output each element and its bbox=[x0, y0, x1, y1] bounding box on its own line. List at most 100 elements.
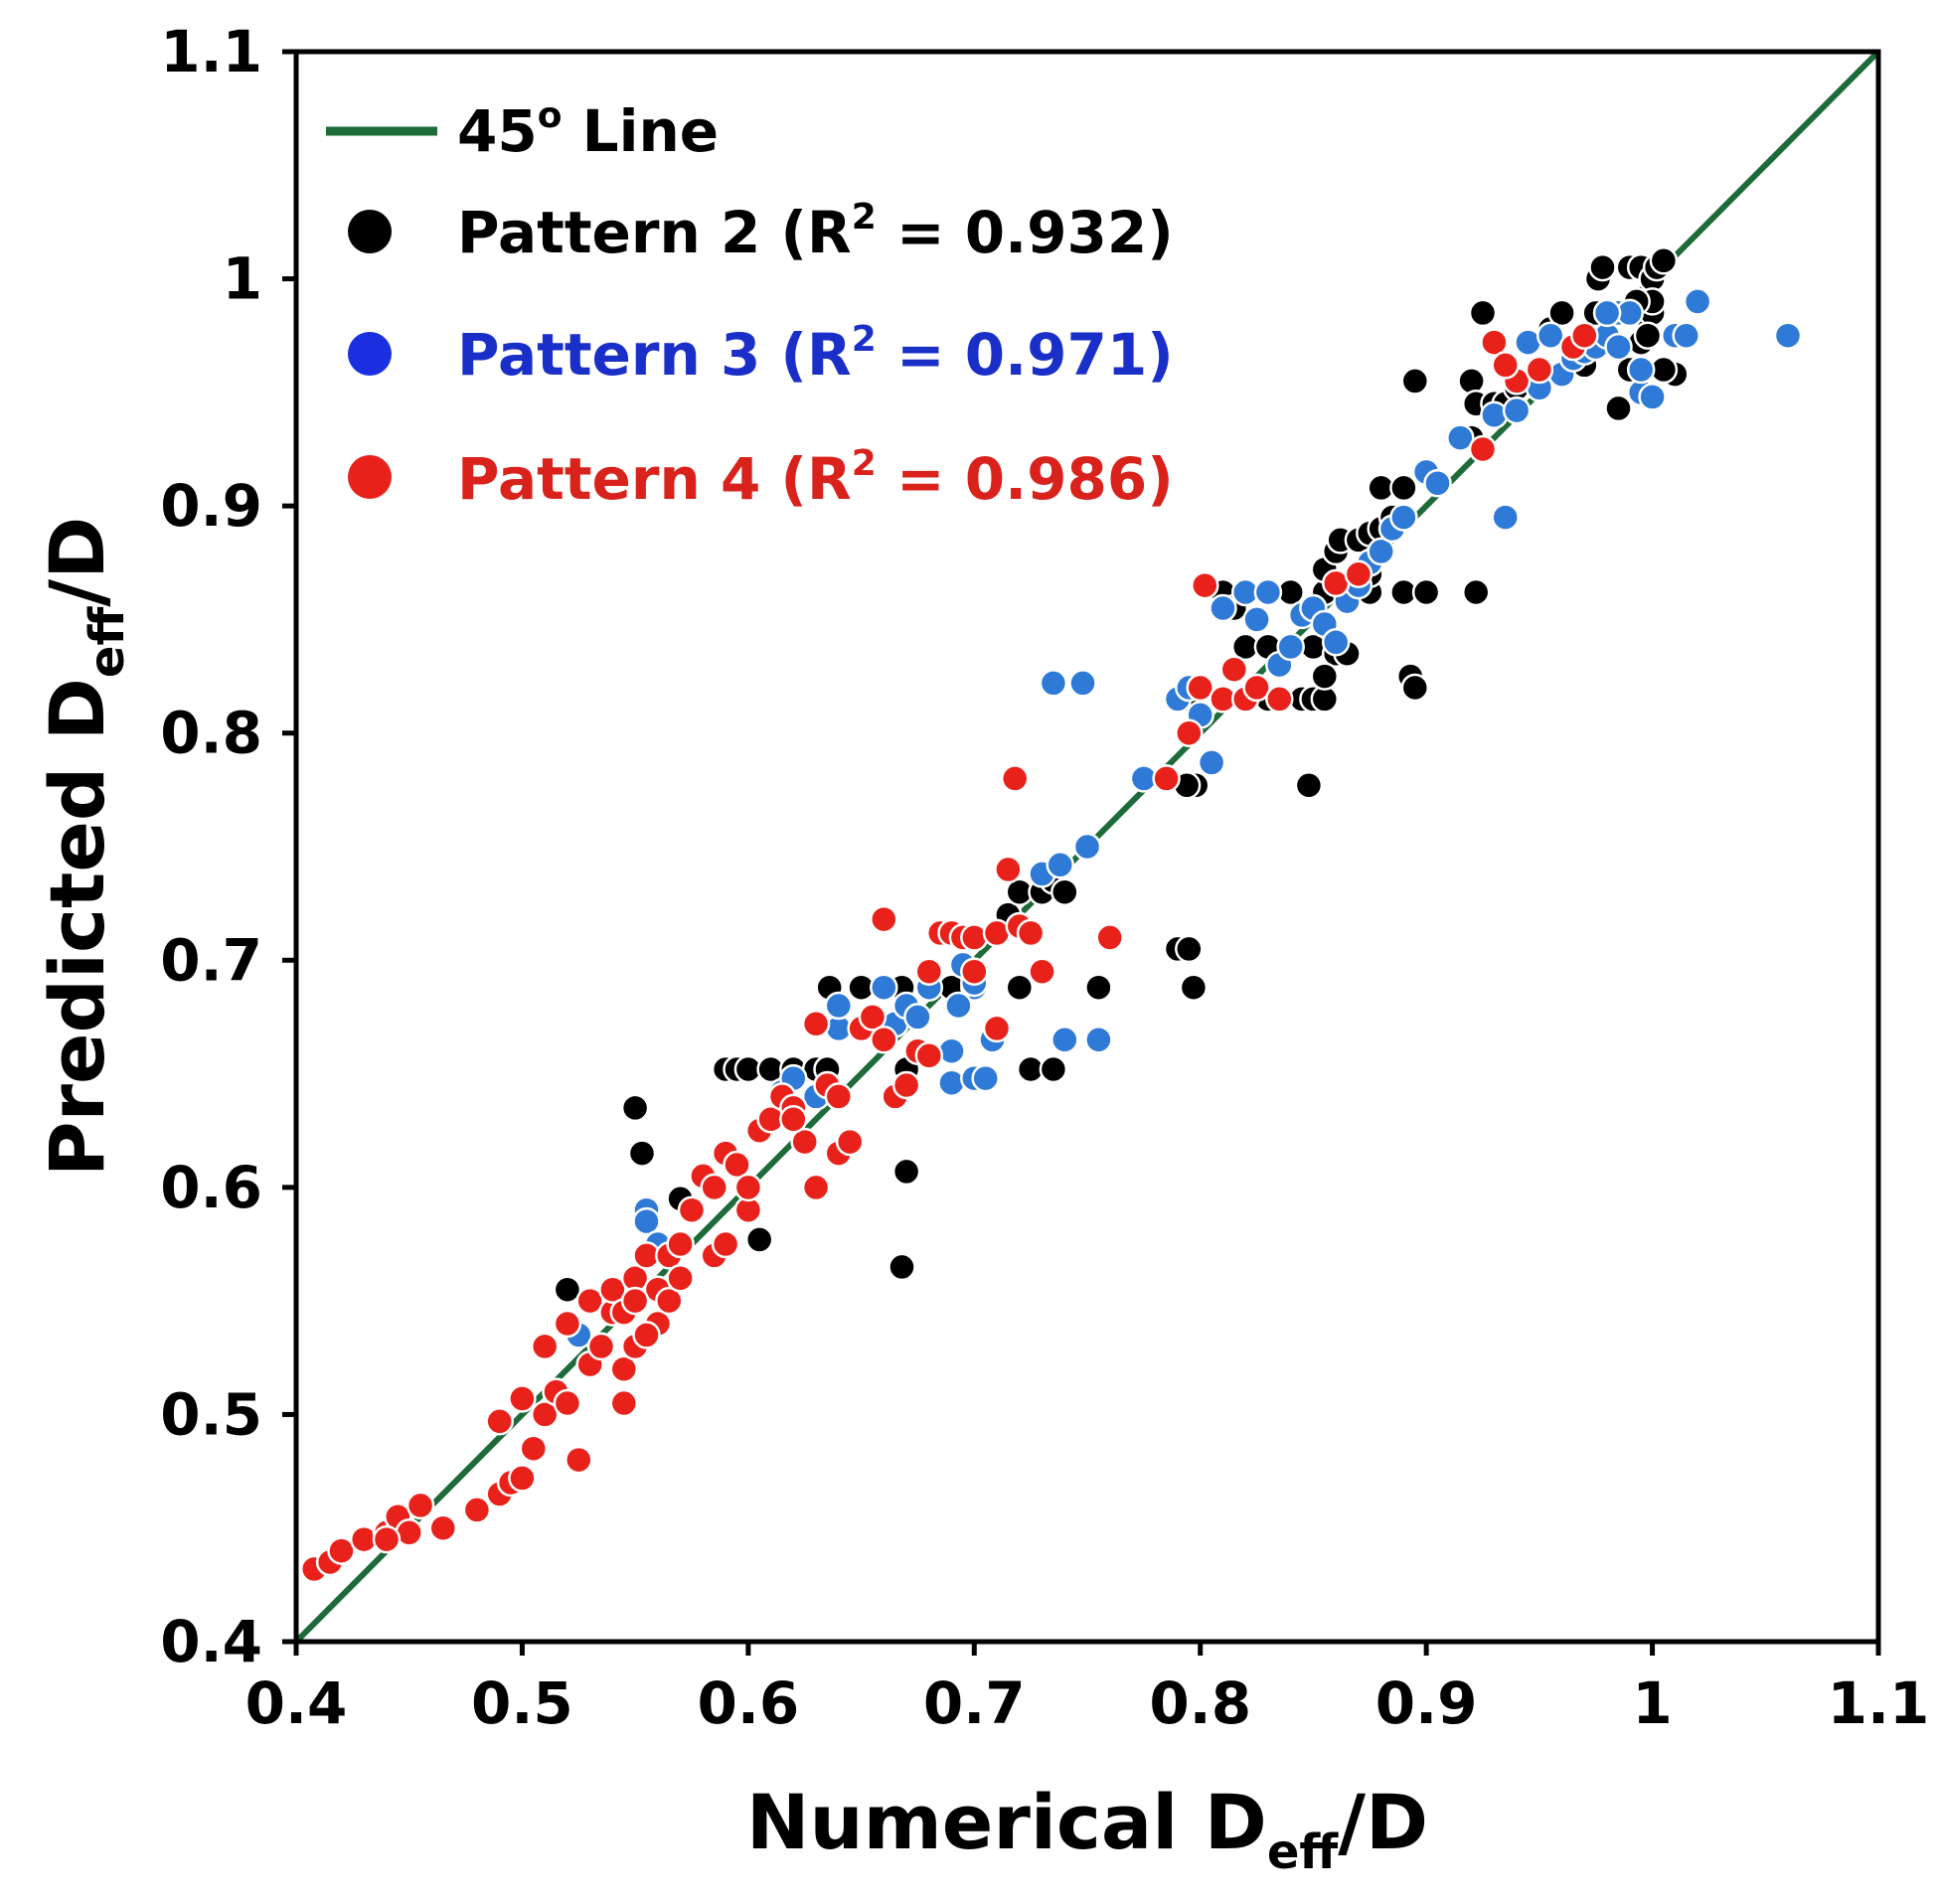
data-point bbox=[1672, 321, 1700, 350]
data-point bbox=[519, 1434, 549, 1463]
y-tick-label: 0.7 bbox=[160, 926, 262, 994]
legend-label-pattern-2: Pattern 2 (R2 = 0.932) bbox=[457, 197, 1174, 266]
data-point bbox=[1491, 351, 1520, 380]
axis-ticks: 0.4 0.5 0.6 0.7 0.8 0.9 1 1.1 0.4 0.5 0.6 0.7 0.8 0.9… bbox=[160, 18, 1929, 1737]
data-point bbox=[801, 1010, 831, 1038]
data-point bbox=[530, 1332, 560, 1361]
data-point bbox=[723, 1150, 751, 1180]
data-point bbox=[937, 1068, 966, 1097]
data-point bbox=[666, 1264, 695, 1293]
data-point bbox=[711, 1229, 740, 1259]
data-point bbox=[870, 1026, 898, 1054]
data-point bbox=[1179, 973, 1209, 1002]
data-point bbox=[1310, 662, 1340, 691]
data-point bbox=[565, 1445, 593, 1475]
data-point bbox=[858, 1003, 888, 1031]
data-point bbox=[553, 1388, 582, 1418]
x-tick-label: 0.5 bbox=[471, 1669, 573, 1737]
y-tick-label: 0.8 bbox=[160, 700, 262, 767]
data-point bbox=[1050, 1026, 1079, 1054]
data-point bbox=[1502, 396, 1532, 425]
data-point bbox=[666, 1229, 695, 1259]
data-point bbox=[1588, 252, 1617, 282]
data-point bbox=[700, 1173, 728, 1202]
data-point bbox=[914, 1041, 944, 1070]
data-point bbox=[944, 991, 973, 1021]
data-point bbox=[1253, 577, 1283, 607]
data-point bbox=[1423, 469, 1452, 498]
data-point bbox=[1197, 748, 1226, 777]
x-tick-label: 0.4 bbox=[245, 1669, 348, 1737]
data-point bbox=[1000, 764, 1030, 793]
data-point bbox=[971, 1063, 1000, 1093]
data-point bbox=[1570, 321, 1599, 350]
y-tick-label: 0.5 bbox=[160, 1380, 262, 1448]
data-point bbox=[824, 1082, 854, 1111]
data-point bbox=[1389, 473, 1418, 503]
legend-marker-pattern-2 bbox=[348, 210, 392, 253]
data-point bbox=[960, 923, 989, 952]
data-point bbox=[462, 1496, 492, 1524]
data-point bbox=[870, 973, 898, 1002]
y-tick-label: 1 bbox=[223, 245, 262, 313]
data-point bbox=[1638, 383, 1667, 411]
data-point bbox=[620, 1093, 650, 1123]
data-point bbox=[1633, 321, 1663, 350]
data-point bbox=[1457, 367, 1486, 396]
legend-label-45-line: 45o Line bbox=[457, 95, 719, 165]
data-point bbox=[994, 855, 1023, 884]
y-tick-label: 0.6 bbox=[160, 1154, 262, 1221]
data-point bbox=[530, 1400, 560, 1429]
data-point bbox=[1072, 832, 1102, 862]
data-point bbox=[801, 1173, 831, 1202]
data-point bbox=[1446, 423, 1475, 452]
data-point bbox=[1468, 434, 1498, 464]
legend: 45o Line Pattern 2 (R2 = 0.932) Pattern … bbox=[326, 95, 1174, 513]
data-point bbox=[609, 1354, 639, 1383]
data-point bbox=[1186, 673, 1214, 703]
data-point bbox=[1039, 1054, 1068, 1084]
x-tick-label: 1 bbox=[1632, 1669, 1672, 1737]
data-point bbox=[428, 1513, 458, 1542]
data-point bbox=[1649, 246, 1679, 275]
data-point bbox=[575, 1286, 604, 1316]
data-point bbox=[1039, 669, 1068, 698]
data-point bbox=[1411, 577, 1441, 607]
data-point bbox=[1389, 503, 1418, 532]
data-point bbox=[655, 1286, 684, 1316]
x-axis-title: Numerical Deff/D bbox=[746, 1778, 1428, 1880]
data-point bbox=[1068, 669, 1097, 698]
data-point bbox=[632, 1206, 661, 1236]
data-point bbox=[891, 1157, 921, 1187]
legend-marker-pattern-4 bbox=[348, 455, 392, 499]
data-point bbox=[1084, 1026, 1113, 1054]
data-point bbox=[1242, 605, 1271, 634]
data-point bbox=[586, 1332, 616, 1361]
x-tick-label: 0.9 bbox=[1375, 1669, 1478, 1737]
data-point bbox=[835, 1127, 865, 1157]
x-tick-label: 0.6 bbox=[697, 1669, 799, 1737]
data-point bbox=[1084, 973, 1113, 1002]
plot-area bbox=[293, 49, 1881, 1645]
data-point bbox=[508, 1464, 537, 1493]
data-point bbox=[620, 1286, 650, 1316]
data-point bbox=[888, 1252, 916, 1282]
x-tick-label: 0.8 bbox=[1149, 1669, 1251, 1737]
data-point bbox=[1191, 570, 1219, 600]
data-point bbox=[1626, 355, 1656, 385]
data-point bbox=[485, 1407, 514, 1436]
data-point bbox=[1400, 367, 1430, 396]
legend-label-pattern-3: Pattern 3 (R2 = 0.971) bbox=[457, 319, 1174, 389]
data-point bbox=[982, 1014, 1012, 1043]
legend-label-pattern-4: Pattern 4 (R2 = 0.986) bbox=[457, 443, 1174, 513]
data-point bbox=[790, 1127, 819, 1157]
data-point bbox=[1480, 400, 1509, 429]
data-point bbox=[914, 957, 944, 986]
data-point bbox=[553, 1275, 582, 1304]
data-point bbox=[744, 1225, 774, 1254]
data-point bbox=[1046, 851, 1074, 879]
x-tick-label: 1.1 bbox=[1828, 1669, 1930, 1737]
y-tick-label: 0.9 bbox=[160, 472, 262, 540]
data-point bbox=[891, 1070, 921, 1100]
